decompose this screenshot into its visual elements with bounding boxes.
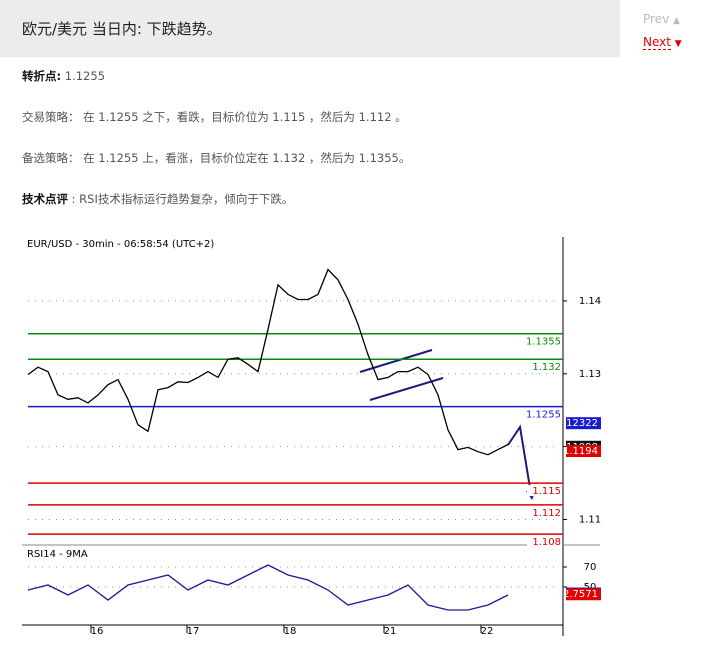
level-label: 1.132 (532, 362, 561, 373)
price-tag (566, 588, 601, 601)
y-tick-label: 1.11 (579, 515, 601, 526)
level-label: 1.108 (532, 537, 561, 548)
price-tag-label: 42.7571 (557, 589, 598, 600)
paragraph-text: : RSI技术指标运行趋势复杂，倾向于下跌。 (71, 192, 294, 206)
paragraph-text: 交易策略： 在 1.1255 之下，看跌，目标价位为 1.115 ，然后为 1.… (22, 110, 407, 124)
rsi-title: RSI14 - 9MA (27, 549, 88, 560)
x-tick-label: 21 (384, 626, 397, 637)
paragraph-label: 技术点评 (22, 192, 68, 206)
header-title: 欧元/美元 当日内: 下跌趋势。 (22, 20, 222, 38)
level-label-bg (527, 506, 562, 518)
prev-text[interactable]: Prev (643, 12, 670, 26)
level-label-bg (527, 485, 562, 497)
x-tick-label: 17 (187, 626, 200, 637)
y-tick-label: 1.13 (579, 369, 601, 380)
chart-title: EUR/USD - 30min - 06:58:54 (UTC+2) (27, 239, 214, 250)
level-label: 1.1355 (526, 337, 561, 348)
price-tag (566, 445, 601, 458)
x-tick-label: 18 (284, 626, 297, 637)
x-tick-label: 16 (91, 626, 104, 637)
next-link[interactable]: Next ▼ (643, 35, 682, 50)
channel-line (359, 349, 433, 373)
price-line (27, 564, 509, 611)
forecast-arrow (507, 424, 532, 495)
price-tag-label: 1.12322 (557, 418, 598, 429)
next-text[interactable]: Next (643, 35, 671, 50)
price-tag (566, 417, 601, 430)
level-label: 1.115 (532, 486, 561, 497)
paragraph: 交易策略： 在 1.1255 之下，看跌，目标价位为 1.115 ，然后为 1.… (22, 109, 407, 125)
y-tick-label: 50 (584, 582, 597, 593)
y-tick-label: 70 (584, 562, 597, 573)
paragraph: 备选策略： 在 1.1255 上，看涨，目标价位定在 1.132 ，然后为 1.… (22, 150, 410, 166)
level-label: 1.1255 (526, 410, 561, 421)
paragraph: 转折点: 1.1255 (22, 68, 105, 84)
level-label-bg (527, 536, 562, 548)
level-label-bg (527, 361, 562, 373)
paragraph-label: 转折点: (22, 69, 62, 83)
level-label-bg (527, 408, 562, 420)
level-label-bg (527, 335, 562, 347)
level-label: 1.112 (532, 508, 561, 519)
x-tick-label: 22 (481, 626, 494, 637)
price-tag-label: 1.1194 (563, 446, 598, 457)
paragraph-text: 1.1255 (64, 69, 106, 83)
price-line (27, 268, 509, 456)
paragraph-text: 备选策略： 在 1.1255 上，看涨，目标价位定在 1.132 ，然后为 1.… (22, 151, 411, 165)
header: 欧元/美元 当日内: 下跌趋势。 (0, 0, 620, 57)
y-tick-label: 1.14 (579, 296, 601, 307)
paragraph: 技术点评 : RSI技术指标运行趋势复杂，倾向于下跌。 (22, 191, 293, 207)
prev-link[interactable]: Prev ▲ (643, 12, 680, 26)
